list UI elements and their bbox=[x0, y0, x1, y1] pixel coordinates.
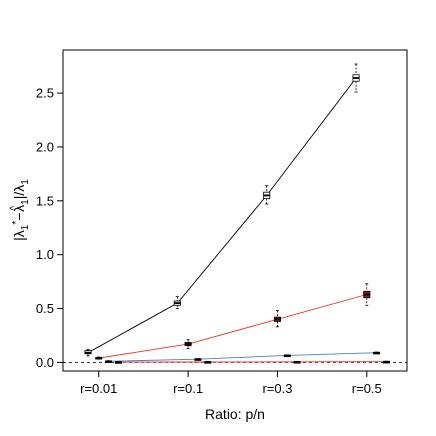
boxplot-series-3-r=0.3 bbox=[283, 354, 291, 358]
x-tick-label: r=0.3 bbox=[262, 381, 292, 396]
y-title-minus: − bbox=[11, 213, 27, 221]
boxplot-series-4-r=0.01 bbox=[114, 361, 122, 364]
y-tick-label: 0.0 bbox=[36, 355, 54, 370]
boxplots bbox=[84, 63, 390, 364]
boxplot-series-4-r=0.5 bbox=[382, 360, 390, 364]
plot-frame bbox=[62, 49, 408, 372]
boxplot-series-3-r=0.1 bbox=[194, 358, 202, 361]
series-line-1 bbox=[87, 77, 357, 354]
y-tick-label: 2.5 bbox=[36, 86, 54, 101]
series-lines bbox=[87, 77, 387, 363]
x-tick-label: r=0.1 bbox=[173, 381, 203, 396]
boxplot-series-1-r=0.3 bbox=[263, 185, 271, 205]
y-tick-label: 0.5 bbox=[36, 301, 54, 316]
y-title-prefix: | bbox=[11, 237, 27, 241]
y-title-sub-3: 1 bbox=[20, 179, 31, 185]
boxplot-series-1-r=0.1 bbox=[173, 296, 181, 309]
boxplot-series-3-r=0.5 bbox=[373, 351, 381, 355]
y-title-sub-1: 1 bbox=[20, 224, 31, 230]
y-title-suffix: |/ bbox=[11, 192, 27, 200]
y-title-hat: ^ bbox=[9, 206, 20, 211]
x-tick-label: r=0.01 bbox=[80, 381, 117, 396]
boxplot-series-4-r=0.3 bbox=[293, 360, 301, 364]
boxplot-series-2-r=0.1 bbox=[184, 339, 192, 349]
x-tick-label: r=0.5 bbox=[352, 381, 382, 396]
y-tick-label: 2.0 bbox=[36, 139, 54, 154]
y-tick-label: 1.5 bbox=[36, 193, 54, 208]
y-axis-title: |λ1*−^λ1|/λ1 bbox=[9, 179, 31, 241]
x-axis-title: Ratio: p/n bbox=[205, 406, 265, 422]
y-title-lambda-1: λ bbox=[11, 230, 27, 237]
y-title-lambda-3: λ bbox=[11, 185, 27, 192]
y-axis: 0.0 0.5 1.0 1.5 2.0 2.5 bbox=[36, 86, 64, 370]
boxplot-series-2-r=0.5 bbox=[363, 283, 371, 306]
y-title-sup-star: * bbox=[11, 221, 22, 225]
boxplot-series-1-r=0.01 bbox=[84, 349, 92, 357]
x-axis: r=0.01 r=0.1 r=0.3 r=0.5 bbox=[80, 370, 382, 396]
boxplot-series-2-r=0.3 bbox=[273, 310, 281, 328]
boxplot-series-1-r=0.5 bbox=[352, 63, 360, 93]
boxplot-series-2-r=0.01 bbox=[95, 356, 103, 360]
y-title-sub-2: 1 bbox=[20, 199, 31, 205]
boxplot-series-4-r=0.1 bbox=[204, 361, 212, 364]
y-title-lambda-2: λ bbox=[11, 205, 27, 212]
series-line-3 bbox=[108, 352, 377, 362]
y-tick-label: 1.0 bbox=[36, 247, 54, 262]
boxplot-series-3-r=0.01 bbox=[105, 360, 113, 363]
series-line-2 bbox=[98, 294, 367, 359]
